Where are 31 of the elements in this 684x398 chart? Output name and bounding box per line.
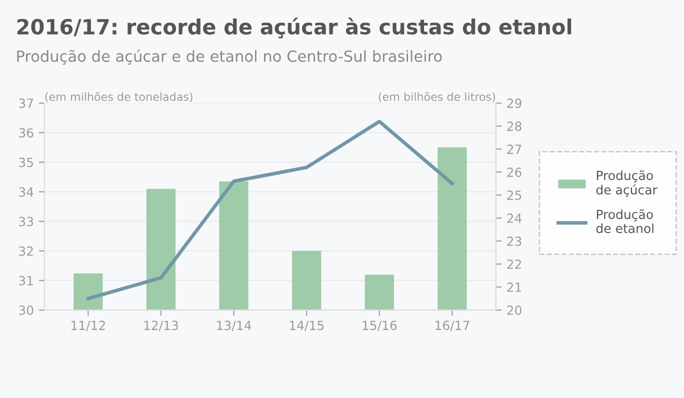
y-tick-label: 37: [19, 98, 33, 108]
y2-tick-label: 24: [507, 214, 522, 223]
y2-tick-label: 23: [507, 236, 522, 246]
y-tick-label: 31: [19, 276, 33, 286]
y2-tick-label: 25: [507, 190, 522, 200]
y2-tick-label: 22: [507, 260, 521, 269]
x-tick-label: 16/17: [436, 320, 470, 332]
y2-tick-label: 28: [507, 122, 522, 132]
y-tick-label: 36: [19, 128, 34, 138]
y-tick-label: 32: [19, 246, 33, 256]
legend-label: Produção de açúcar: [596, 170, 658, 197]
x-tick-label: 13/14: [217, 320, 252, 332]
x-tick-label: 15/16: [362, 320, 397, 332]
y2-tick-label: 29: [507, 98, 522, 108]
y2-tick-label: 27: [507, 144, 522, 154]
y2-tick-label: 20: [507, 306, 522, 315]
x-tick-label: 14/15: [290, 320, 324, 332]
y2-axis-title: (em bilhões de litros): [378, 92, 495, 102]
y-tick-label: 33: [19, 216, 34, 226]
chart-subtitle: Produção de açúcar e de etanol no Centro-Sul brasileiro: [17, 50, 442, 65]
y-tick-label: 35: [19, 158, 33, 168]
x-tick-label: 12/13: [144, 320, 178, 332]
y-axis-title: (em milhões de toneladas): [45, 92, 192, 102]
line-series: [86, 120, 454, 300]
y2-tick-label: 21: [507, 282, 522, 292]
legend-label: Produção de etanol: [596, 209, 654, 234]
chart-title: 2016/17: recorde de açúcar às custas do etanol: [17, 18, 572, 38]
x-tick-label: 11/12: [72, 320, 105, 332]
y-tick-label: 30: [19, 306, 34, 315]
y2-tick-label: 26: [507, 168, 522, 177]
y-tick-label: 34: [19, 187, 34, 197]
